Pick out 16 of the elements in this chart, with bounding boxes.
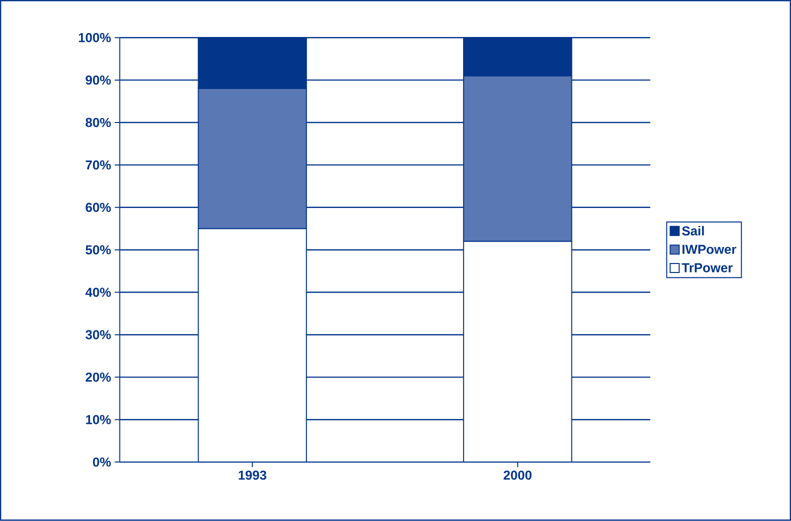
y-tick-label: 80% — [86, 118, 111, 128]
y-tick-label: 0% — [92, 458, 111, 467]
y-tick-label: 20% — [86, 372, 111, 382]
y-tick-label: 90% — [86, 76, 111, 85]
x-tick-label: 1993 — [238, 470, 266, 480]
legend-label: IWPower — [682, 245, 736, 254]
y-tick-label: 60% — [86, 202, 111, 212]
y-tick-label: 50% — [86, 245, 111, 255]
x-tick-label: 2000 — [504, 470, 532, 480]
y-tick-label: 10% — [86, 415, 111, 424]
y-tick-label: 30% — [86, 330, 111, 340]
legend-label: Sail — [682, 226, 704, 236]
y-tick-label: 70% — [86, 160, 111, 170]
y-tick-label: 100% — [78, 33, 111, 42]
y-tick-label: 40% — [85, 288, 111, 298]
legend-label: TrPower — [682, 263, 733, 272]
